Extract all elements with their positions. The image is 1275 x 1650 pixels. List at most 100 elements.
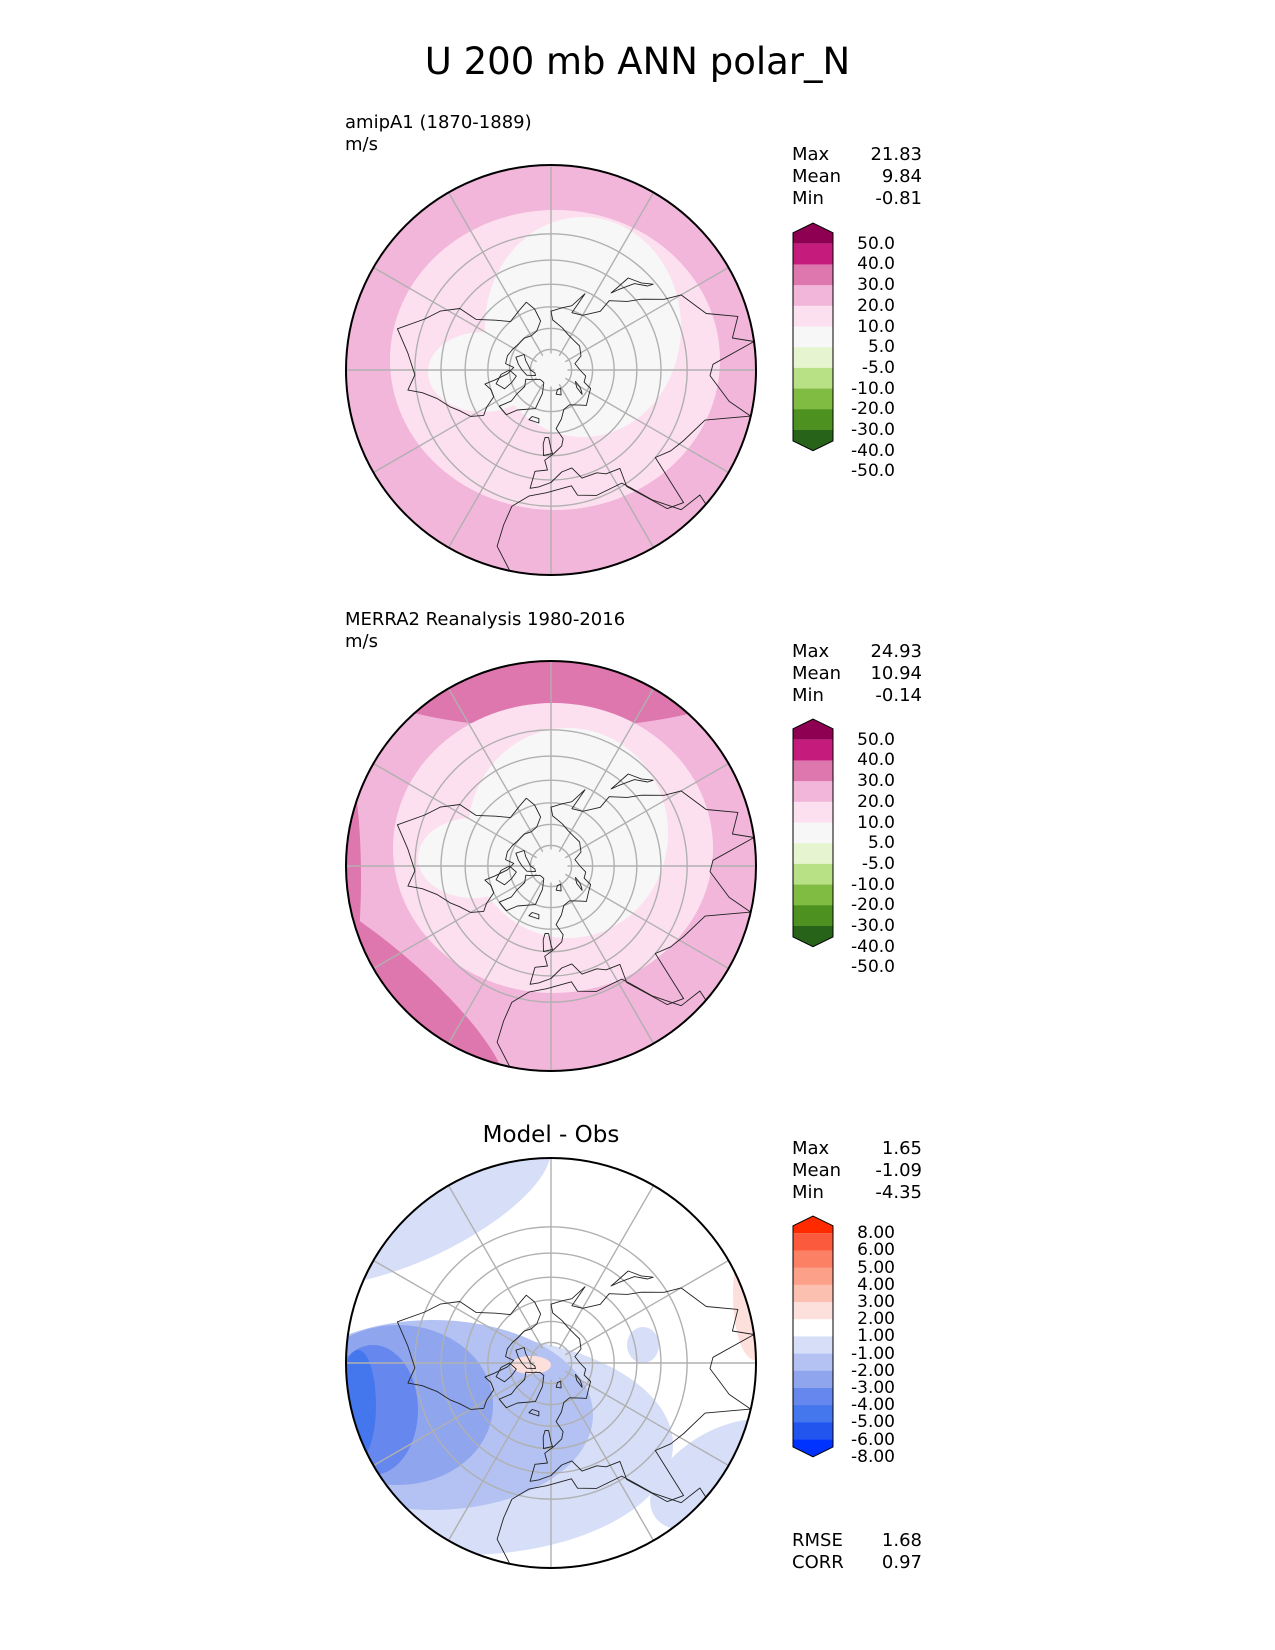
colorbar-swatch xyxy=(793,801,833,823)
colorbar-swatch xyxy=(793,409,833,431)
map-field xyxy=(346,1158,756,1568)
colorbar-tick-label: -10.0 xyxy=(851,378,895,399)
panel-1-name: amipA1 (1870-1889) xyxy=(345,112,532,133)
map-field xyxy=(346,661,756,1071)
longitude-gridline xyxy=(432,383,544,575)
colorbar-swatch xyxy=(793,347,833,369)
colorbar-outline xyxy=(792,1215,834,1458)
colorbar-tick-label: -6.00 xyxy=(851,1429,895,1450)
panel-3-metrics: RMSE 1.68 CORR 0.97 xyxy=(792,1530,922,1574)
stat-mean: Mean -1.09 xyxy=(792,1160,922,1181)
longitude-gridline xyxy=(432,1376,544,1568)
longitude-gridline xyxy=(346,377,538,489)
colorbar-outline xyxy=(792,718,834,948)
longitude-gridline xyxy=(564,377,756,489)
colorbar-tick-label: 20.0 xyxy=(857,295,895,316)
colorbar-swatch xyxy=(793,1388,833,1406)
colorbar-swatch xyxy=(793,1319,833,1337)
panel-2-stats: Max 24.93 Mean 10.94 Min -0.14 xyxy=(792,641,922,707)
coastline xyxy=(495,369,517,390)
panel-1-header: amipA1 (1870-1889) m/s xyxy=(345,112,532,156)
coastline xyxy=(529,1286,755,1503)
longitude-gridline xyxy=(346,1370,538,1482)
longitude-gridline xyxy=(346,251,538,363)
colorbar-swatch xyxy=(793,243,833,265)
coastline xyxy=(498,378,545,416)
colorbar-swatch xyxy=(793,1216,833,1234)
colorbar-swatch xyxy=(793,1336,833,1355)
coastline xyxy=(542,932,553,952)
colorbar-tick-label: -1.00 xyxy=(851,1343,895,1364)
colorbar-swatch xyxy=(793,843,833,865)
longitude-gridline xyxy=(564,251,756,363)
longitude-gridline xyxy=(564,1244,756,1356)
colorbar-tick-label: 1.00 xyxy=(857,1326,895,1347)
coastline xyxy=(529,293,755,510)
map-boundary xyxy=(345,660,757,1072)
colorbar-tick-label: 10.0 xyxy=(857,316,895,337)
contour-fill xyxy=(418,818,528,898)
colorbar-tick-label: 10.0 xyxy=(857,812,895,833)
colorbar-tick-label: -5.00 xyxy=(851,1412,895,1433)
stat-min: Min -0.81 xyxy=(792,188,922,209)
colorbar-tick-label: 8.00 xyxy=(857,1223,895,1244)
colorbar-tick-label: 20.0 xyxy=(857,791,895,812)
longitude-gridline xyxy=(558,1376,670,1568)
coastline xyxy=(495,865,517,886)
colorbar-tick-label: 50.0 xyxy=(857,233,895,254)
coastline xyxy=(498,874,545,912)
longitude-gridline xyxy=(432,879,544,1071)
metric-corr: CORR 0.97 xyxy=(792,1552,922,1573)
colorbar-swatch xyxy=(793,223,833,244)
colorbar-swatch xyxy=(793,1302,833,1320)
colorbar-swatch xyxy=(793,285,833,307)
colorbar-tick-label: 2.00 xyxy=(857,1309,895,1330)
longitude-gridline xyxy=(558,661,670,853)
colorbar-swatch xyxy=(793,1353,833,1372)
colorbar-tick-label: 5.0 xyxy=(867,833,895,854)
colorbar-tick-label: -40.0 xyxy=(851,440,895,461)
colorbar-outline xyxy=(792,222,834,452)
colorbar-swatch xyxy=(793,264,833,286)
colorbar-swatch xyxy=(793,1267,833,1286)
colorbar-swatch xyxy=(793,430,833,451)
colorbar-swatch xyxy=(793,1422,833,1441)
stat-max: Max 21.83 xyxy=(792,144,922,165)
panel-1-stats: Max 21.83 Mean 9.84 Min -0.81 xyxy=(792,144,922,210)
coastline xyxy=(495,1362,517,1383)
coastline xyxy=(574,380,583,395)
colorbar-tick-label: 40.0 xyxy=(857,254,895,275)
coastline xyxy=(496,978,715,1071)
coastline xyxy=(610,1270,654,1287)
panel-1-units: m/s xyxy=(345,134,378,155)
colorbar-swatch xyxy=(793,1250,833,1269)
longitude-gridline xyxy=(558,165,670,357)
stat-mean: Mean 9.84 xyxy=(792,166,922,187)
coastline xyxy=(555,387,562,396)
polar-map-difference xyxy=(345,1157,757,1569)
colorbar-swatch xyxy=(793,367,833,390)
coastline xyxy=(528,1409,540,1417)
coastline xyxy=(555,883,562,892)
colorbar-tick-label: 6.00 xyxy=(857,1240,895,1261)
coastline xyxy=(610,277,654,294)
colorbar-swatch xyxy=(793,1233,833,1251)
longitude-gridline xyxy=(558,383,670,575)
panel-3-stats: Max 1.65 Mean -1.09 Min -4.35 xyxy=(792,1138,922,1204)
coastline xyxy=(542,436,553,456)
colorbar-swatch xyxy=(793,1284,833,1303)
stat-min: Min -0.14 xyxy=(792,685,922,706)
coastline xyxy=(396,797,542,913)
stat-max: Max 24.93 xyxy=(792,641,922,662)
contour-fill xyxy=(346,758,361,998)
colorbar-tick-label: -10.0 xyxy=(851,874,895,895)
colorbar-tick-label: -30.0 xyxy=(851,420,895,440)
figure-title: U 200 mb ANN polar_N xyxy=(424,40,851,83)
colorbar-swatch xyxy=(793,1439,833,1457)
colorbar-tick-label: 40.0 xyxy=(857,750,895,771)
stat-min: Min -4.35 xyxy=(792,1182,922,1203)
longitude-gridline xyxy=(432,661,544,853)
coastline xyxy=(515,354,536,377)
colorbar-tick-label: 4.00 xyxy=(857,1274,895,1295)
coastline xyxy=(610,773,654,790)
